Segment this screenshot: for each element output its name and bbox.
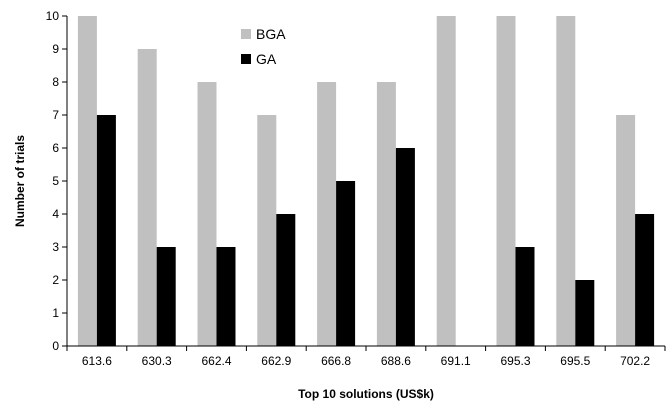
x-tick-label: 613.6 bbox=[82, 354, 112, 368]
bar-bga-695-5 bbox=[556, 16, 576, 346]
bar-ga-613-6 bbox=[96, 115, 116, 346]
x-tick-label: 688.6 bbox=[381, 354, 411, 368]
y-tick-label: 1 bbox=[52, 306, 59, 320]
bar-ga-695-5 bbox=[575, 280, 595, 346]
legend: BGA GA bbox=[241, 26, 286, 67]
x-tick-label: 691.1 bbox=[441, 354, 471, 368]
x-tick-label: 695.5 bbox=[560, 354, 590, 368]
y-tick-label: 2 bbox=[52, 273, 59, 287]
y-tick-label: 0 bbox=[52, 339, 59, 353]
x-tick-label: 666.8 bbox=[321, 354, 351, 368]
bar-bga-688-6 bbox=[376, 82, 396, 346]
y-axis-title: Number of trials bbox=[13, 135, 27, 227]
bar-bga-662-9 bbox=[257, 115, 277, 346]
y-tick-label: 8 bbox=[52, 75, 59, 89]
x-tick-label: 702.2 bbox=[620, 354, 650, 368]
x-tick-label: 630.3 bbox=[142, 354, 172, 368]
bar-bga-691-1 bbox=[436, 16, 456, 346]
y-tick-label: 7 bbox=[52, 108, 59, 122]
y-tick-label: 10 bbox=[46, 9, 60, 23]
x-axis-title: Top 10 solutions (US$k) bbox=[298, 387, 434, 401]
y-tick-label: 4 bbox=[52, 207, 59, 221]
x-axis-ticks: 613.6 630.3 662.4 662.9 666.8 688.6 691.1 695.3… bbox=[66, 346, 666, 368]
legend-swatch-bga bbox=[241, 29, 251, 39]
bar-bga-613-6 bbox=[77, 16, 97, 346]
bar-ga-702-2 bbox=[635, 214, 655, 346]
y-tick-label: 5 bbox=[52, 174, 59, 188]
bar-bga-630-3 bbox=[137, 49, 157, 346]
bar-ga-666-8 bbox=[336, 181, 356, 346]
legend-label-ga: GA bbox=[256, 51, 277, 67]
x-tick-label: 695.3 bbox=[500, 354, 530, 368]
bar-bga-702-2 bbox=[616, 115, 636, 346]
legend-swatch-ga bbox=[241, 54, 251, 64]
bar-ga-662-4 bbox=[216, 247, 236, 346]
x-tick-label: 662.4 bbox=[201, 354, 231, 368]
bars-group bbox=[77, 16, 655, 346]
y-tick-label: 6 bbox=[52, 141, 59, 155]
bar-ga-630-3 bbox=[156, 247, 176, 346]
bar-ga-695-3 bbox=[515, 247, 535, 346]
bar-ga-662-9 bbox=[276, 214, 296, 346]
y-axis-ticks: 0 1 2 3 4 5 6 7 8 9 10 bbox=[46, 9, 67, 353]
x-tick-label: 662.9 bbox=[261, 354, 291, 368]
bar-bga-662-4 bbox=[197, 82, 217, 346]
bar-bga-666-8 bbox=[317, 82, 337, 346]
y-tick-label: 3 bbox=[52, 240, 59, 254]
bar-ga-688-6 bbox=[395, 148, 415, 346]
bar-bga-695-3 bbox=[496, 16, 516, 346]
y-tick-label: 9 bbox=[52, 42, 59, 56]
legend-label-bga: BGA bbox=[256, 26, 286, 42]
